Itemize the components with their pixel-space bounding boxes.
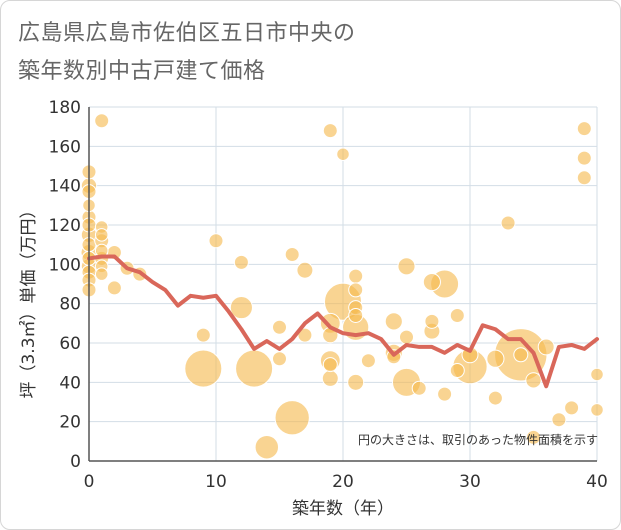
data-bubble: [336, 147, 350, 161]
y-axis-label: 坪（3.3㎡）単価（万円）: [19, 201, 39, 398]
data-bubble: [449, 307, 465, 323]
data-bubble: [184, 349, 223, 388]
data-bubble: [487, 390, 503, 406]
y-tick-label: 20: [59, 413, 81, 433]
y-tick-label: 0: [70, 452, 81, 472]
x-axis-label: 築年数（年）: [292, 499, 394, 519]
y-tick-label: 140: [49, 177, 81, 197]
data-bubble: [274, 400, 310, 436]
x-tick-label: 0: [84, 472, 95, 492]
data-bubble: [399, 329, 414, 345]
data-bubble: [513, 347, 529, 363]
data-bubble: [195, 327, 211, 343]
data-bubble: [94, 113, 110, 129]
x-tick-label: 30: [459, 472, 481, 492]
data-bubble: [348, 307, 364, 323]
data-bubble: [348, 268, 364, 284]
data-bubble: [564, 400, 580, 416]
x-tick-label: 10: [205, 472, 227, 492]
data-bubble: [411, 380, 427, 396]
y-tick-label: 60: [59, 334, 81, 354]
y-tick-label: 160: [49, 137, 81, 157]
y-tick-label: 100: [49, 255, 81, 275]
axes: [88, 107, 597, 462]
y-tick-labels: 0 20 40 60 80 100 120 140 160 180: [49, 98, 81, 472]
trend-line: [87, 254, 599, 389]
data-bubble: [284, 247, 300, 262]
y-tick-label: 80: [59, 295, 81, 315]
data-bubble: [449, 363, 465, 379]
x-tick-label: 20: [332, 472, 354, 492]
x-tick-label: 40: [586, 472, 608, 492]
data-bubble: [551, 412, 567, 428]
data-bubble: [254, 435, 280, 460]
data-bubble: [397, 257, 416, 276]
y-tick-label: 180: [49, 98, 81, 118]
size-note: 円の大きさは、取引のあった物件面積を示す: [358, 432, 598, 447]
y-tick-label: 120: [49, 216, 81, 236]
data-bubble: [106, 280, 122, 296]
data-bubble: [348, 282, 364, 298]
data-bubble: [360, 353, 376, 369]
data-bubble: [235, 349, 274, 388]
data-bubble: [347, 373, 365, 391]
trend-layer: [87, 254, 599, 389]
data-bubble: [272, 319, 287, 335]
data-bubble: [576, 170, 592, 186]
data-bubble: [384, 312, 403, 331]
data-bubble: [322, 123, 338, 139]
data-bubble: [422, 272, 441, 292]
data-bubble: [590, 403, 604, 417]
y-tick-label: 40: [59, 373, 81, 393]
data-bubble: [94, 228, 109, 242]
data-bubble: [94, 267, 109, 281]
data-bubble: [233, 254, 249, 270]
data-bubble: [526, 429, 541, 445]
data-bubble: [537, 338, 555, 356]
data-bubble: [590, 367, 604, 382]
data-bubble: [525, 372, 542, 389]
data-bubble: [576, 150, 592, 166]
chart-title-line2: 築年数別中古戸建て価格: [18, 59, 266, 84]
x-tick-labels: 0 10 20 30 40: [84, 472, 608, 492]
data-bubble: [576, 121, 592, 137]
data-bubble: [424, 313, 440, 329]
data-bubble: [272, 351, 287, 367]
data-bubble: [486, 349, 505, 368]
data-bubble: [322, 357, 338, 373]
data-bubble: [296, 261, 314, 279]
data-bubble: [208, 233, 224, 249]
data-bubble: [500, 215, 516, 231]
data-bubble: [321, 369, 339, 387]
chart-title-line1: 広島県広島市佐伯区五日市中央の: [18, 21, 356, 46]
data-bubble: [437, 386, 453, 402]
data-bubble: [229, 296, 253, 320]
